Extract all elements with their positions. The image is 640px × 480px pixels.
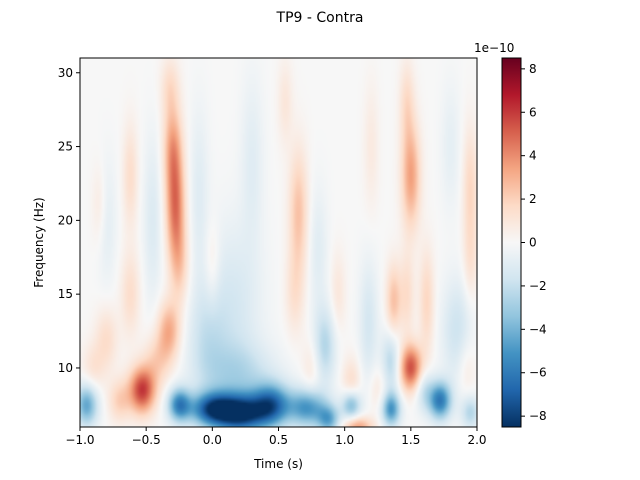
colorbar-tick-label: −6 [529,366,547,380]
colorbar-tick-label: −8 [529,409,547,423]
heatmap-plot-area [79,57,478,428]
y-tick-label: 30 [58,66,73,80]
colorbar-tick-label: 2 [529,192,537,206]
y-tick-label: 10 [58,361,73,375]
x-tick-label: 0.5 [269,433,288,447]
colorbar-tick-label: 6 [529,105,537,119]
colorbar: −8 −6 −4 −2 0 2 4 6 8 1e−10 [474,41,547,428]
x-tick-label: 2.0 [467,433,486,447]
colorbar-tick-label: −4 [529,322,547,336]
colorbar-tick-label: 8 [529,62,537,76]
colorbar-gradient [502,58,521,427]
colorbar-tick-label: 0 [529,236,537,250]
colorbar-tick-label: 4 [529,149,537,163]
colorbar-tick-label: −2 [529,279,547,293]
x-axis-ticks: −1.0 −0.5 0.0 0.5 1.0 1.5 2.0 [65,427,487,447]
x-tick-label: −0.5 [132,433,161,447]
x-tick-label: 1.5 [401,433,420,447]
colorbar-ticks: −8 −6 −4 −2 0 2 4 6 8 [521,62,547,423]
y-axis-ticks: 10 15 20 25 30 [58,66,80,375]
y-axis-label: Frequency (Hz) [32,197,46,288]
y-tick-label: 25 [58,140,73,154]
x-tick-label: 1.0 [335,433,354,447]
colorbar-offset-label: 1e−10 [474,41,514,55]
x-axis-label: Time (s) [253,457,303,471]
time-frequency-heatmap [80,58,477,427]
chart-title: TP9 - Contra [276,10,364,26]
x-tick-label: −1.0 [65,433,94,447]
y-tick-label: 20 [58,213,73,227]
y-tick-label: 15 [58,287,73,301]
x-tick-label: 0.0 [203,433,222,447]
